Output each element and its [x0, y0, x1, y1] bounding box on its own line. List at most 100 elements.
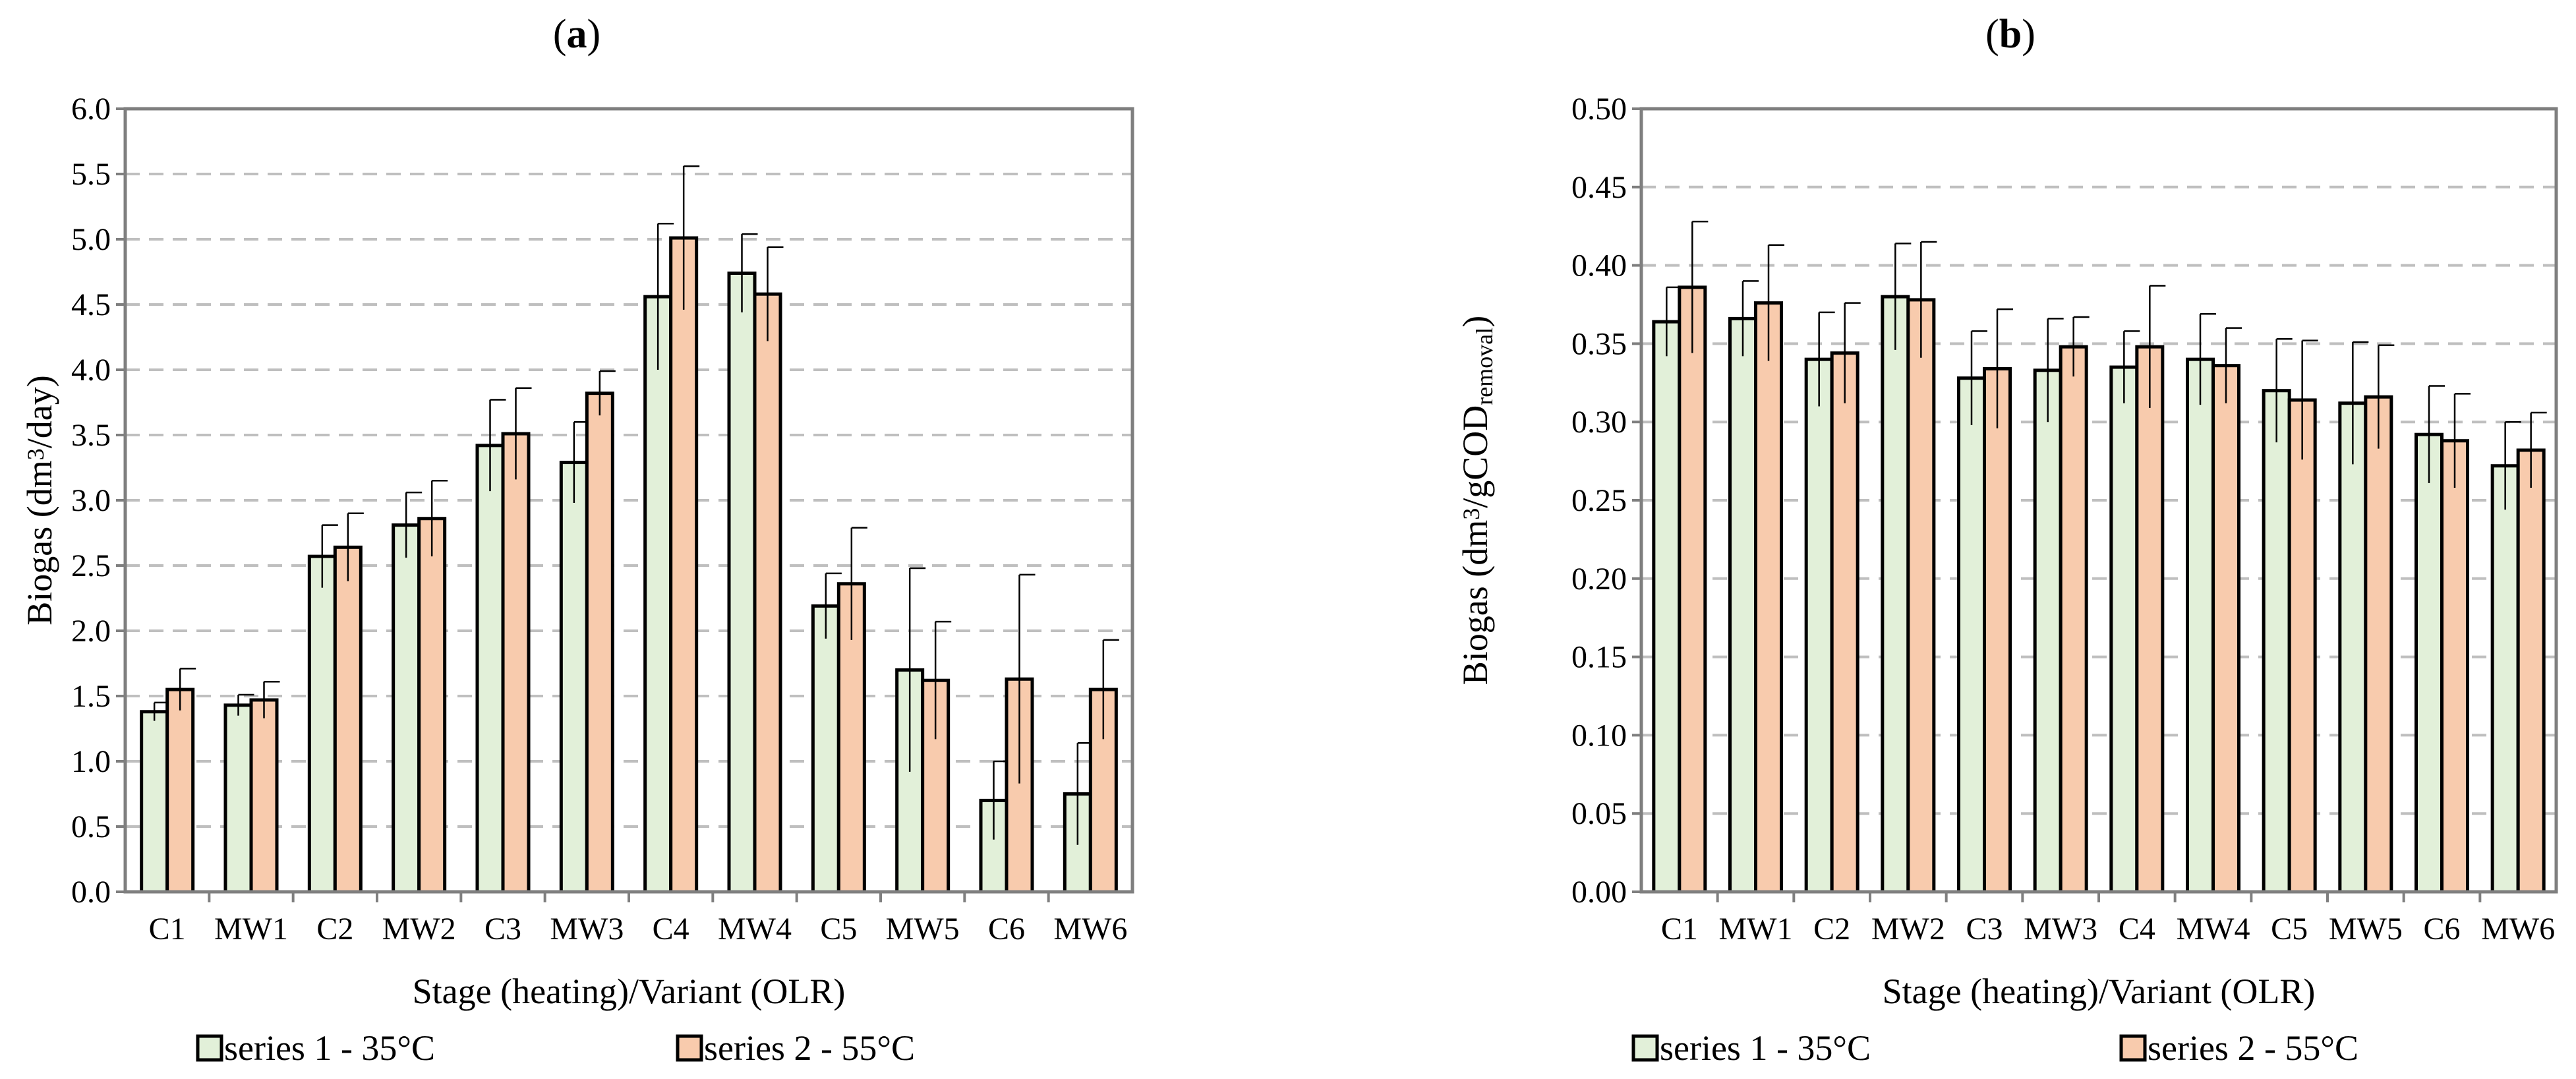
y-tick-label: 3.0: [71, 483, 111, 518]
y-tick-label: 0.20: [1571, 562, 1627, 597]
x-tick-label-c5: C5: [820, 912, 857, 947]
bar-c2-series2: [333, 545, 363, 894]
bar-c4-series2: [669, 236, 699, 894]
bar-mw2-series1: [1881, 295, 1910, 894]
y-tick-label: 4.0: [71, 353, 111, 388]
plot-frame: [123, 107, 1134, 894]
bar-mw1-series2: [1754, 301, 1783, 894]
bar-c4-series1: [2109, 365, 2139, 894]
x-tick-label-mw3: MW3: [2024, 912, 2097, 947]
y-label-tail: ): [1455, 316, 1495, 328]
bar-c1-series1: [1652, 320, 1682, 894]
x-tick-label-mw2: MW2: [382, 912, 456, 947]
y-tick-label: 0.25: [1571, 483, 1627, 518]
y-label-main: Biogas (dm: [20, 460, 59, 626]
bar-mw3-series1: [559, 461, 589, 894]
plot-frame: [1639, 107, 2558, 894]
bar-mw2-series2: [417, 517, 447, 894]
title-paren-open: (: [1985, 12, 1999, 57]
bar-mw5-series1: [2338, 401, 2368, 894]
x-tick-label-mw4: MW4: [718, 912, 792, 947]
panel-a: (a) 0.0 0.5 1.0 1.5 2.0 2.5 3.0 3.5 4.0 4.5 5.0 5.5 6…: [20, 12, 1134, 1068]
bar-c2-series1: [1804, 357, 1834, 894]
bar-c4-series2: [2135, 345, 2165, 894]
bar-mw2-series2: [1906, 298, 1936, 894]
y-label-superscript: 3: [1458, 508, 1484, 520]
title-paren-close: ): [2022, 12, 2035, 57]
x-tick-label-mw1: MW1: [214, 912, 288, 947]
y-tick-label: 1.0: [71, 744, 111, 779]
bar-mw4-series1: [727, 271, 757, 894]
legend-label-series2: series 2 - 55°C: [704, 1028, 915, 1068]
x-tick-label-c6: C6: [988, 912, 1025, 947]
y-tick-label: 5.5: [71, 157, 111, 192]
x-tick-label-mw5: MW5: [886, 912, 960, 947]
y-tick-label: 0.15: [1571, 640, 1627, 675]
y-label-subscript: removal: [1471, 328, 1498, 405]
legend-swatch-series1: [196, 1034, 223, 1062]
bar-c5-series2: [2287, 398, 2317, 894]
bar-c6-series1: [2415, 432, 2444, 894]
x-axis-label: Stage (heating)/Variant (OLR): [413, 972, 846, 1011]
bar-c1-series2: [165, 687, 195, 894]
bar-mw1-series2: [249, 698, 279, 894]
bar-mw4-series1: [2186, 357, 2215, 894]
bar-c2-series1: [307, 554, 337, 894]
bar-c3-series2: [1983, 366, 2012, 894]
title-paren-close: ): [587, 12, 601, 57]
y-tick-label: 2.0: [71, 614, 111, 649]
y-tick-label: 0.50: [1571, 92, 1627, 127]
bar-c5-series1: [811, 604, 840, 894]
y-tick-label: 0.10: [1571, 718, 1627, 753]
bar-c5-series1: [2262, 389, 2291, 894]
bar-mw1-series1: [223, 703, 253, 894]
x-tick-label-c6: C6: [2423, 912, 2460, 947]
title-paren-open: (: [553, 12, 567, 57]
legend-swatch-series1: [1631, 1034, 1659, 1062]
y-tick-label: 0.30: [1571, 405, 1627, 440]
bar-c3-series2: [501, 432, 531, 894]
x-tick-label-mw3: MW3: [550, 912, 624, 947]
y-tick-label: 2.5: [71, 548, 111, 583]
y-tick-label: 0.5: [71, 809, 111, 844]
bar-mw4-series2: [753, 292, 782, 894]
y-tick-label: 0.0: [71, 875, 111, 910]
x-tick-label-c1: C1: [149, 912, 186, 947]
x-tick-label-c4: C4: [653, 912, 689, 947]
x-tick-label-mw4: MW4: [2177, 912, 2250, 947]
y-tick-label: 5.0: [71, 222, 111, 257]
y-tick-label: 1.5: [71, 679, 111, 714]
legend-swatch-series2: [676, 1034, 703, 1062]
x-tick-label-mw5: MW5: [2329, 912, 2403, 947]
y-tick-label: 4.5: [71, 287, 111, 322]
y-tick-label: 6.0: [71, 92, 111, 127]
y-tick-label: 0.00: [1571, 875, 1627, 910]
y-label-unit: /gCOD: [1455, 405, 1495, 508]
legend-label-series2: series 2 - 55°C: [2148, 1028, 2358, 1068]
bar-c3-series1: [475, 444, 505, 894]
y-tick-label: 0.45: [1571, 170, 1627, 205]
bar-c6-series2: [2440, 439, 2469, 894]
x-tick-label-c4: C4: [2119, 912, 2155, 947]
bar-mw3-series2: [585, 392, 614, 894]
bar-mw3-series2: [2059, 345, 2088, 894]
bar-c2-series2: [1830, 351, 1859, 894]
title-letter: a: [567, 12, 587, 57]
x-tick-label-c2: C2: [1813, 912, 1850, 947]
y-axis-label: Biogas (dm3/day): [20, 375, 59, 625]
bar-c1-series2: [1678, 285, 1707, 894]
bar-mw4-series2: [2211, 364, 2240, 894]
y-label-main: Biogas (dm: [1455, 520, 1495, 685]
x-tick-label-mw2: MW2: [1871, 912, 1945, 947]
y-label-superscript: 3: [22, 448, 49, 460]
y-axis-label: Biogas (dm3/gCODremoval): [1455, 316, 1498, 685]
x-tick-label-c2: C2: [316, 912, 353, 947]
x-tick-label-mw1: MW1: [1719, 912, 1793, 947]
bar-mw3-series1: [2033, 368, 2063, 894]
x-tick-label-mw6: MW6: [1053, 912, 1127, 947]
bar-mw5-series2: [2364, 395, 2393, 894]
title-letter: b: [1999, 12, 2022, 57]
x-tick-label-c1: C1: [1661, 912, 1698, 947]
